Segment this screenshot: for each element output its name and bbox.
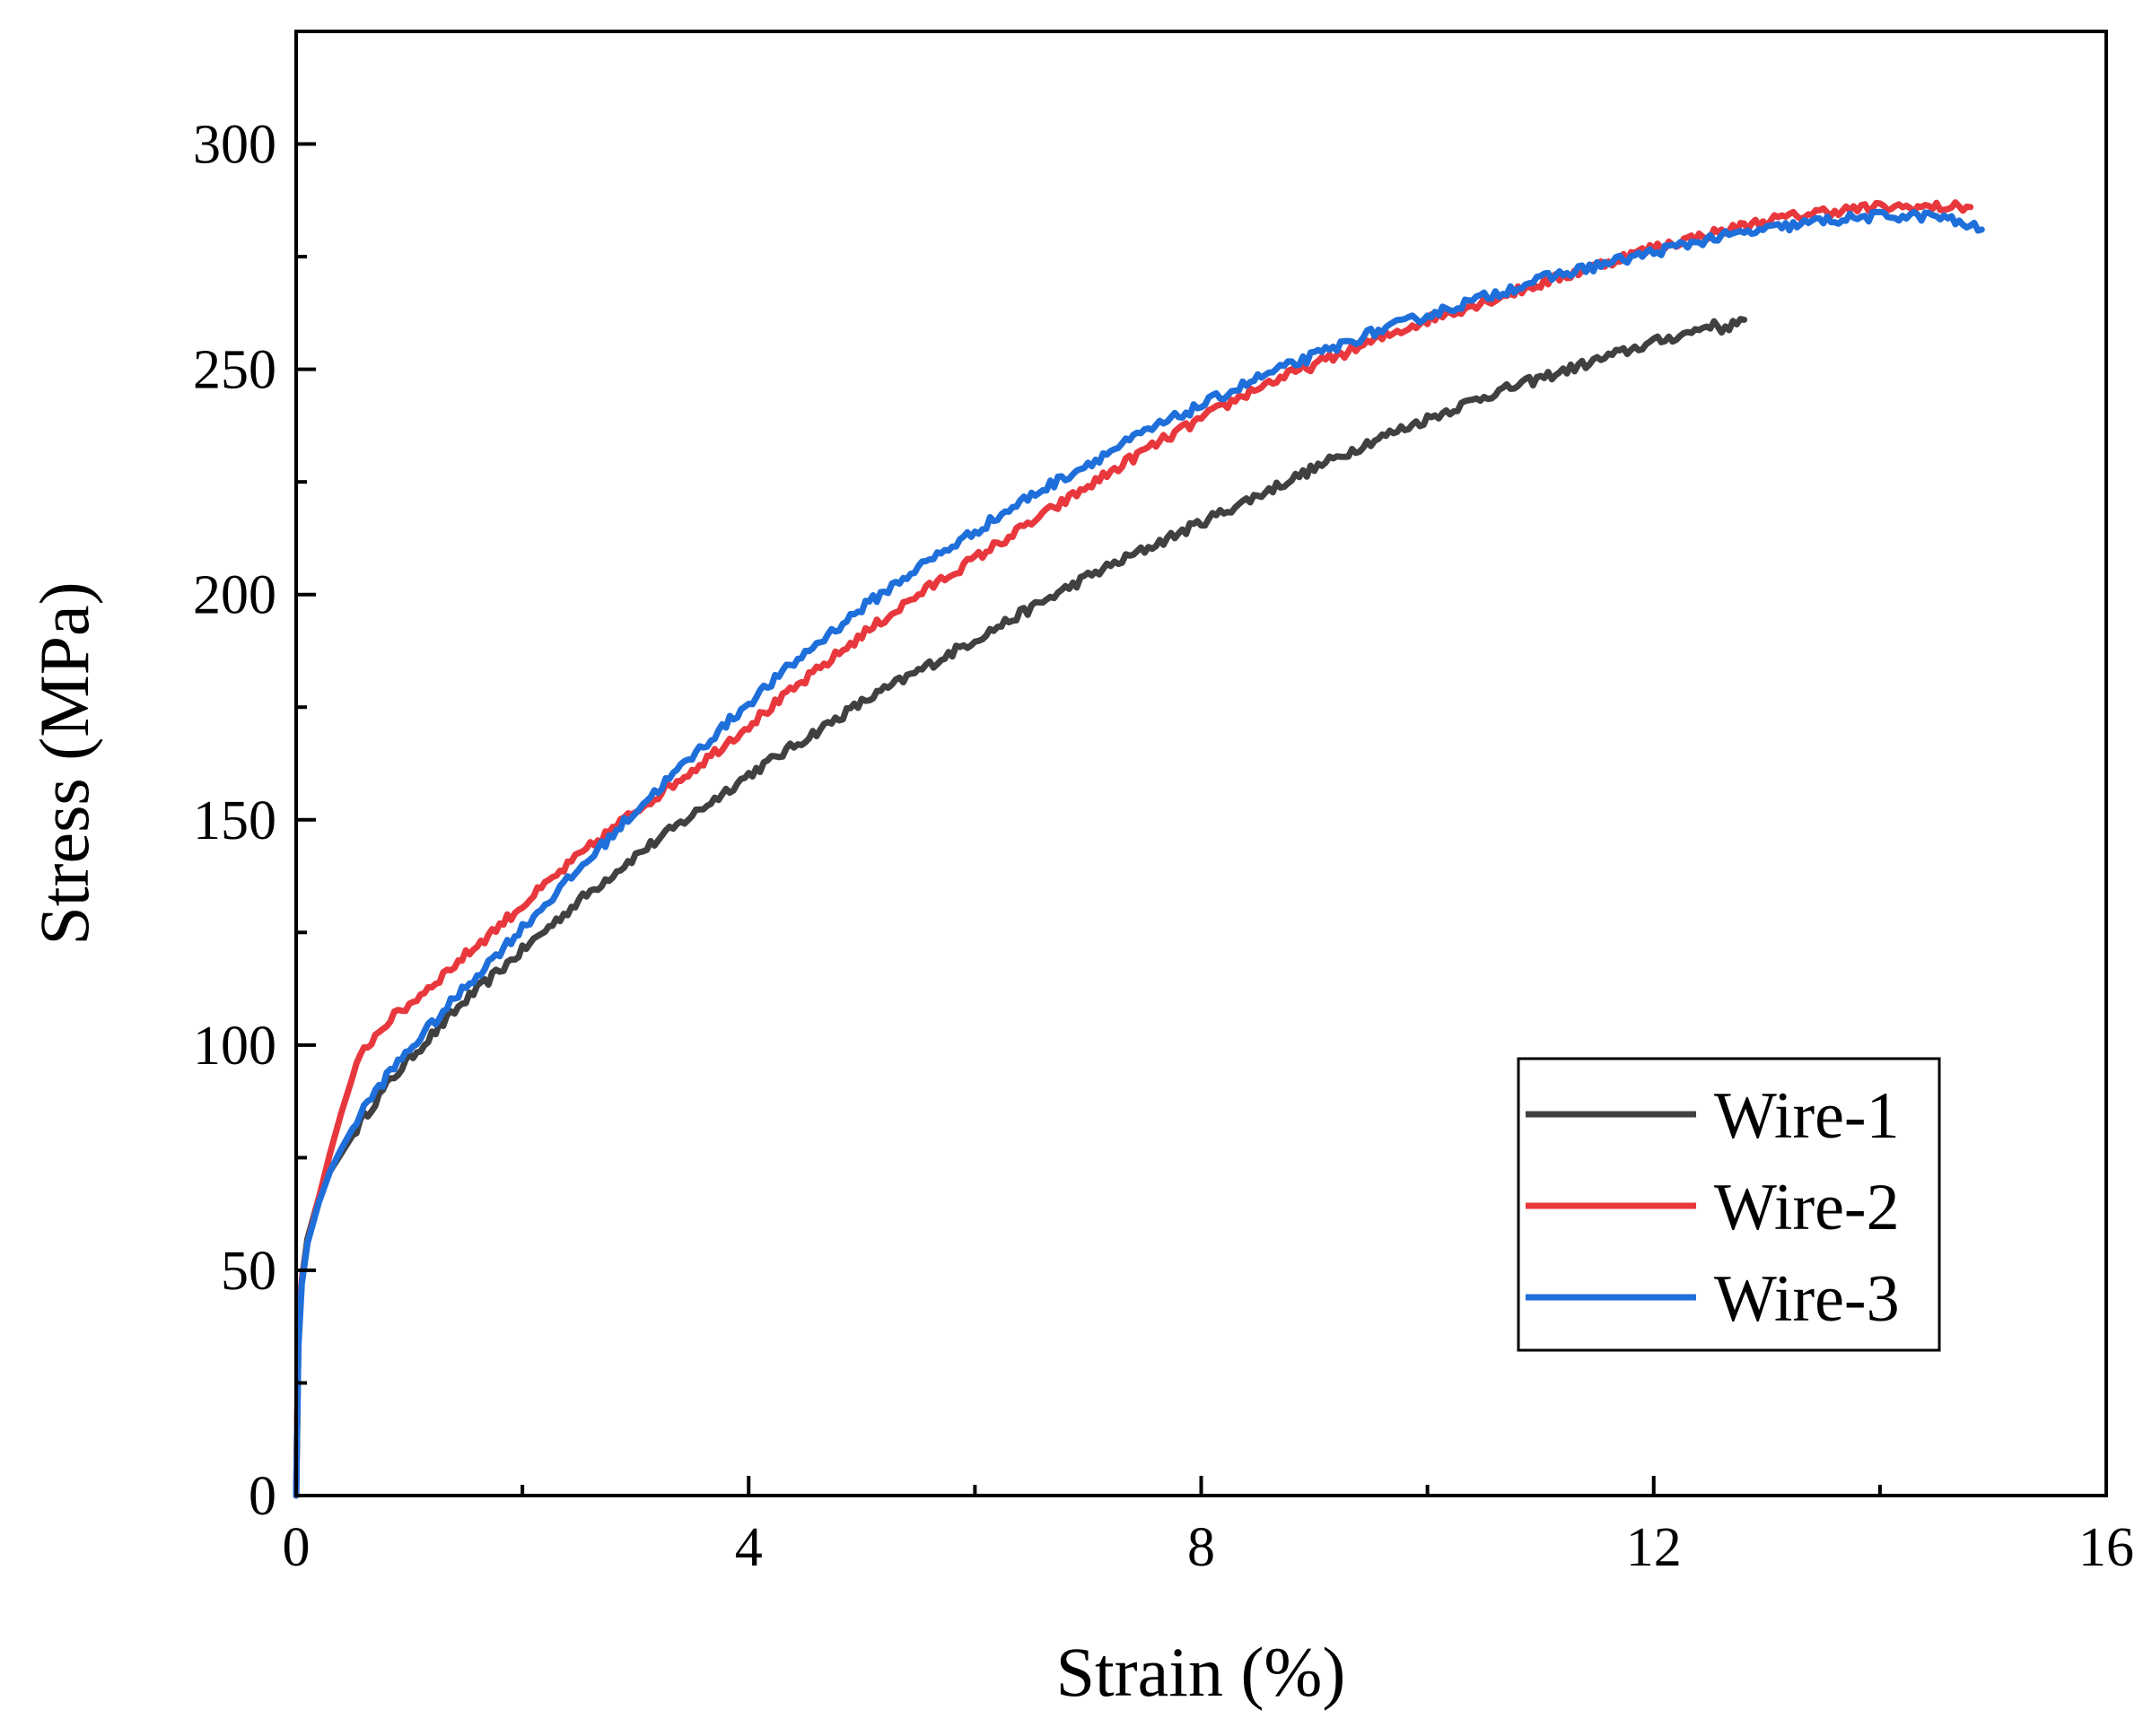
x-tick-label: 0: [283, 1517, 311, 1578]
series-line-wire-3: [293, 208, 1985, 1499]
y-tick-label: 200: [193, 565, 276, 626]
y-tick-label: 300: [193, 115, 276, 176]
series-line-wire-2: [293, 199, 1974, 1499]
y-axis-title: Stress (MPa): [25, 581, 103, 945]
x-tick-label: 8: [1187, 1517, 1215, 1578]
legend-label-wire-3: Wire-3: [1714, 1262, 1900, 1336]
x-axis-title: Strain (%): [1056, 1633, 1346, 1711]
y-tick-label: 0: [249, 1466, 276, 1527]
series-layer: [293, 199, 1985, 1499]
legend-label-wire-1: Wire-1: [1714, 1079, 1900, 1153]
y-tick-label: 50: [221, 1241, 276, 1302]
series-line-wire-1: [293, 316, 1748, 1499]
legend-label-wire-2: Wire-2: [1714, 1171, 1900, 1244]
ticks-layer: [294, 142, 2108, 1497]
x-tick-label: 12: [1626, 1517, 1682, 1578]
x-tick-label: 16: [2078, 1517, 2134, 1578]
y-tick-label: 100: [193, 1016, 276, 1077]
y-tick-label: 250: [193, 340, 276, 401]
tick-labels-layer: 0 4 8 12 16 0 50 100 150 200 250 300: [193, 115, 2134, 1578]
y-tick-label: 150: [193, 790, 276, 851]
legend: Wire-1 Wire-2 Wire-3: [1517, 1057, 1941, 1352]
x-tick-label: 4: [735, 1517, 763, 1578]
